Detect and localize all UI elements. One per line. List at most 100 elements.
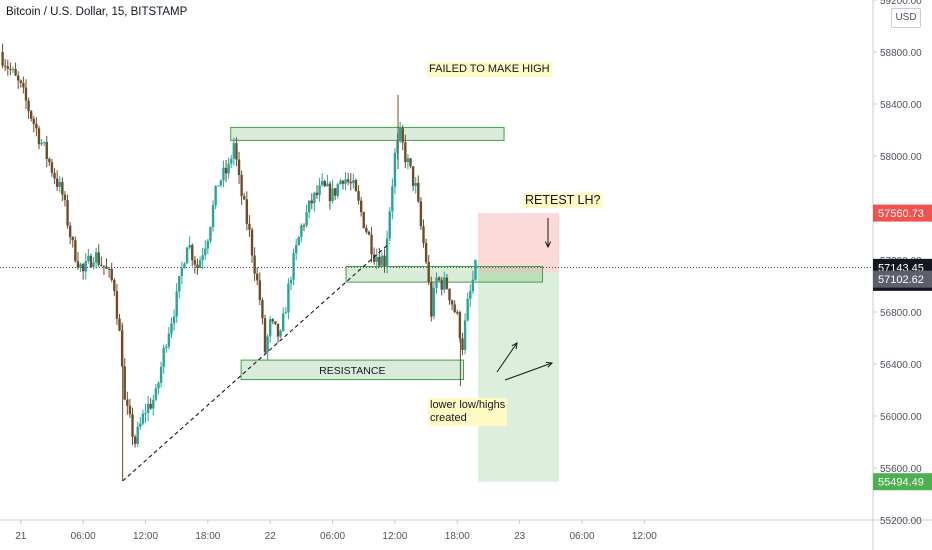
candle-body-64 bbox=[167, 333, 171, 347]
candle-body-17 bbox=[45, 142, 48, 159]
candle-body-109 bbox=[284, 312, 288, 314]
retest-note: RETEST LH? bbox=[523, 193, 603, 208]
zone-0 bbox=[230, 126, 505, 141]
lower-low-arrow-2 bbox=[504, 362, 553, 381]
candle-body-103 bbox=[269, 319, 272, 337]
x-tick-label-3: 18:00 bbox=[195, 531, 220, 542]
candle-body-21 bbox=[55, 178, 59, 187]
candle-body-149 bbox=[388, 211, 391, 239]
candle-body-164 bbox=[427, 262, 430, 283]
candle-body-14 bbox=[37, 128, 41, 145]
y-tick-label-9: 58800.00 bbox=[880, 48, 922, 59]
candle-body-92 bbox=[240, 175, 243, 197]
candle-body-140 bbox=[365, 227, 368, 232]
retest-arrow-head bbox=[544, 241, 552, 249]
candle-body-123 bbox=[320, 181, 324, 186]
candle-body-72 bbox=[188, 245, 191, 248]
currency-button[interactable]: USD bbox=[891, 8, 921, 28]
candle-body-18 bbox=[48, 158, 51, 163]
candle-body-50 bbox=[131, 414, 134, 437]
candle-body-104 bbox=[271, 319, 275, 322]
x-tick-label-4: 22 bbox=[265, 531, 277, 542]
prev-price-tag-bg bbox=[873, 270, 932, 288]
candle-body-155 bbox=[404, 142, 407, 163]
candle-body-170 bbox=[443, 277, 446, 290]
candle-body-144 bbox=[375, 256, 378, 262]
candle-body-43 bbox=[113, 279, 116, 292]
candle-body-63 bbox=[165, 346, 168, 348]
candle-body-112 bbox=[292, 253, 295, 280]
candle-body-60 bbox=[157, 382, 160, 389]
candle-body-28 bbox=[74, 240, 77, 262]
candle-body-89 bbox=[232, 143, 236, 159]
candle-body-145 bbox=[378, 256, 381, 266]
candle-body-32 bbox=[84, 261, 87, 272]
candle-body-25 bbox=[66, 199, 69, 226]
candle-body-71 bbox=[185, 247, 189, 264]
candle-body-67 bbox=[175, 291, 178, 317]
candle-body-51 bbox=[133, 436, 137, 444]
candle-body-59 bbox=[154, 388, 158, 400]
target-price-tag: 55494.49 bbox=[878, 477, 924, 489]
candle-body-161 bbox=[419, 201, 423, 227]
candle-body-122 bbox=[318, 185, 321, 195]
candle-body-13 bbox=[35, 123, 38, 129]
candle-body-9 bbox=[24, 87, 28, 101]
candle-body-107 bbox=[279, 330, 282, 337]
candle-body-105 bbox=[274, 321, 277, 324]
y-tick-label-3: 56400.00 bbox=[880, 360, 922, 371]
candle-body-154 bbox=[401, 127, 404, 143]
candle-body-27 bbox=[71, 237, 74, 241]
candle-body-83 bbox=[217, 185, 220, 187]
profit-target-zone bbox=[478, 272, 560, 482]
candle-body-4 bbox=[11, 68, 15, 70]
candle-body-152 bbox=[396, 140, 399, 153]
candle-body-176 bbox=[458, 312, 462, 339]
candle-body-26 bbox=[68, 225, 72, 238]
candle-body-101 bbox=[263, 318, 267, 353]
candle-body-99 bbox=[258, 280, 262, 301]
candle-body-7 bbox=[19, 80, 22, 83]
candle-body-106 bbox=[276, 323, 280, 337]
candle-body-38 bbox=[100, 264, 103, 266]
zone-label-2: RESISTANCE bbox=[319, 365, 385, 377]
candle-body-147 bbox=[383, 255, 386, 266]
y-tick-label-2: 56000.00 bbox=[880, 412, 922, 423]
candle-body-108 bbox=[282, 313, 285, 331]
candle-body-11 bbox=[29, 111, 33, 119]
candle-body-151 bbox=[393, 152, 397, 187]
candle-body-56 bbox=[146, 403, 150, 413]
candle-body-22 bbox=[58, 181, 61, 187]
y-tick-label-4: 56800.00 bbox=[880, 308, 922, 319]
candle-body-78 bbox=[204, 248, 207, 256]
candle-body-135 bbox=[352, 180, 355, 184]
candle-body-52 bbox=[136, 426, 139, 444]
candle-body-39 bbox=[102, 265, 106, 267]
target-price-tag-bg bbox=[873, 473, 932, 491]
x-tick-label-6: 12:00 bbox=[382, 531, 407, 542]
candle-body-150 bbox=[391, 186, 394, 212]
candle-body-33 bbox=[87, 255, 90, 262]
candle-body-117 bbox=[305, 212, 308, 226]
candle-body-61 bbox=[159, 366, 163, 383]
candle-body-169 bbox=[440, 279, 443, 290]
candle-body-128 bbox=[333, 188, 337, 196]
candle-body-121 bbox=[315, 192, 319, 195]
y-tick-label-10: 59200.00 bbox=[880, 0, 922, 7]
candle-body-66 bbox=[172, 316, 176, 324]
x-tick-label-8: 23 bbox=[514, 531, 526, 542]
x-tick-label-0: 21 bbox=[15, 531, 27, 542]
candle-body-77 bbox=[201, 255, 204, 261]
stop-price-tag-bg bbox=[873, 204, 932, 222]
candle-body-119 bbox=[310, 200, 313, 204]
candle-body-46 bbox=[120, 330, 124, 367]
candle-body-81 bbox=[211, 205, 215, 227]
candle-body-160 bbox=[417, 182, 420, 202]
y-tick-label-8: 58400.00 bbox=[880, 100, 922, 111]
candle-body-100 bbox=[261, 300, 264, 319]
lower-low-arrow-2-head bbox=[545, 361, 554, 368]
candle-body-162 bbox=[422, 226, 425, 244]
lower-low-note: lower low/highs created bbox=[428, 398, 508, 426]
